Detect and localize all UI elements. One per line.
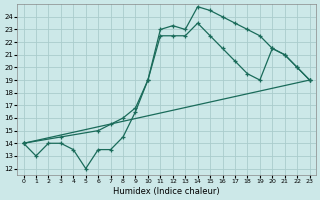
X-axis label: Humidex (Indice chaleur): Humidex (Indice chaleur) bbox=[113, 187, 220, 196]
